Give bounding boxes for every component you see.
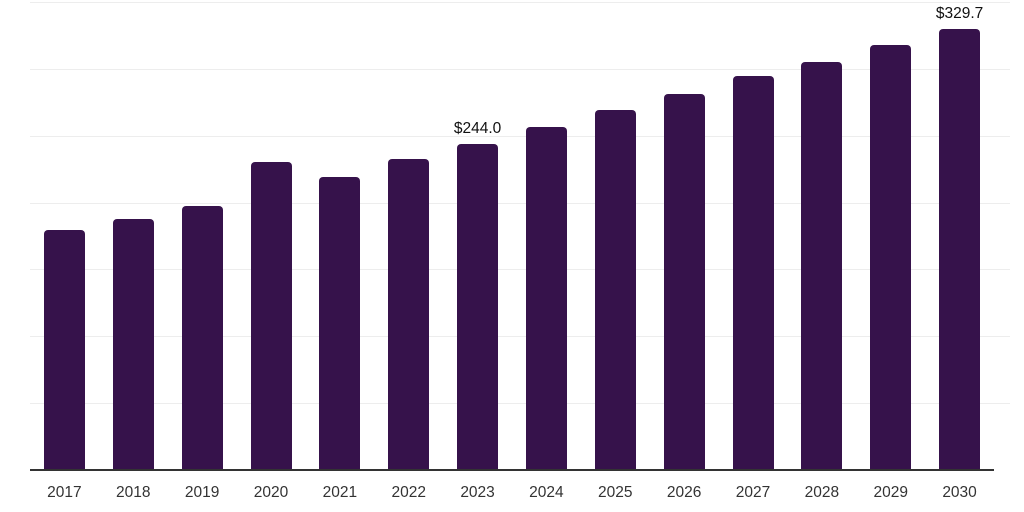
x-tick-label: 2029 xyxy=(873,484,908,501)
x-tick-label: 2018 xyxy=(116,484,151,501)
bar xyxy=(457,143,499,470)
x-tick-label: 2017 xyxy=(47,484,82,501)
gridline xyxy=(30,2,1010,3)
bar xyxy=(801,61,843,470)
x-tick-label: 2028 xyxy=(804,484,840,501)
bar xyxy=(181,205,223,470)
gridline xyxy=(30,269,1010,271)
x-tick-label: 2023 xyxy=(460,484,495,501)
x-axis-line xyxy=(30,469,994,471)
bar xyxy=(939,29,981,470)
bar xyxy=(525,127,567,470)
gridline xyxy=(30,336,1010,338)
gridline xyxy=(30,202,1010,204)
x-tick-label: 2022 xyxy=(391,484,426,501)
bar xyxy=(250,161,292,470)
bar xyxy=(663,93,705,470)
bar xyxy=(388,159,430,470)
x-tick-label: 2024 xyxy=(529,484,564,501)
x-tick-label: 2019 xyxy=(184,484,220,501)
x-tick-label: 2027 xyxy=(735,484,771,501)
x-tick-label: 2026 xyxy=(666,484,702,501)
x-tick-label: 2025 xyxy=(598,484,633,501)
gridline xyxy=(30,135,1010,137)
bar xyxy=(43,229,85,470)
gridline xyxy=(30,68,1010,70)
bar-value-label: $244.0 xyxy=(453,119,502,137)
x-tick-label: 2030 xyxy=(942,484,977,501)
bar xyxy=(732,76,774,470)
bar xyxy=(594,110,636,470)
x-tick-label: 2021 xyxy=(322,484,358,501)
x-tick-label: 2020 xyxy=(253,484,289,501)
bar-value-label: $329.7 xyxy=(935,5,984,23)
bar xyxy=(870,45,912,470)
bar xyxy=(112,219,154,470)
gridline xyxy=(30,403,1010,405)
bar xyxy=(319,176,361,470)
